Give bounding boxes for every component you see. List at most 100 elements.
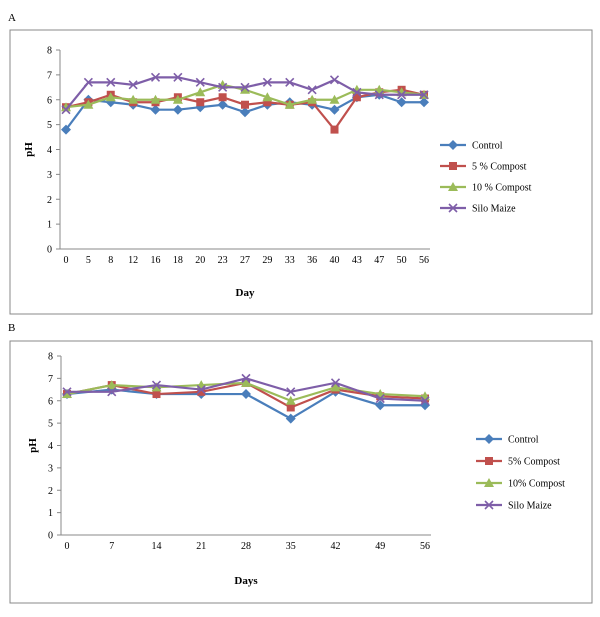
chart-a-data-point [307,85,317,95]
chart-a-x-tick-label: 20 [195,255,205,266]
chart-a-x-tick-label: 47 [374,255,384,266]
chart-b-data-point [107,387,117,397]
chart-a-data-point [106,77,116,87]
chart-a-data-point [262,77,272,87]
chart-a-data-point [217,99,228,110]
chart-a-data-point [61,124,71,135]
chart-a-data-point [173,72,183,82]
chart-b-x-tick-label: 0 [65,541,70,552]
chart-b-legend-marker [485,457,493,465]
chart-b-frame [9,340,593,604]
chart-b-x-axis-title: Days [234,575,258,587]
chart-b-x-tick-label: 28 [241,541,251,552]
chart-b-y-tick-label: 7 [48,374,53,385]
chart-a-data-point [284,99,295,109]
chart-a-legend-entry: 10 % Compost [472,183,532,194]
chart-a-data-point [195,77,205,87]
chart-a-data-point [105,92,116,102]
chart-b-x-tick-label: 14 [152,541,162,552]
chart-a-x-tick-label: 33 [285,255,295,266]
chart-a-x-tick-label: 40 [330,255,340,266]
chart-a-x-tick-label: 50 [397,255,407,266]
chart-b-data-point [196,384,206,395]
chart-b-legend-entry: 10% Compost [508,479,565,490]
chart-a-data-point [150,72,161,82]
chart-a-data-point [263,98,272,107]
chart-a-x-tick-label: 16 [151,255,161,266]
chart-a-y-tick-label: 0 [47,245,52,256]
chart-a-data-point [196,98,205,107]
chart-b-y-tick-label: 8 [48,352,53,363]
chart-b-legend-entry: Silo Maize [508,501,552,512]
chart-a-data-point [329,94,340,104]
chart-b-data-point [241,373,251,383]
chart-b-data-point [375,400,386,411]
chart-a-x-tick-label: 27 [240,255,250,266]
chart-b-x-tick-label: 49 [375,541,385,552]
chart-a-legend-marker [448,182,458,191]
chart-a-data-point [307,94,318,104]
chart-a-data-point [195,87,206,97]
chart-b-x-tick-label: 7 [109,541,114,552]
chart-a-y-tick-label: 8 [47,46,52,57]
chart-a-data-point [240,84,250,94]
panel-a-label: A [8,12,16,24]
chart-b-y-tick-label: 6 [48,396,53,407]
chart-a-y-tick-label: 4 [47,145,52,156]
chart-a-data-point [61,105,71,115]
chart-a-y-tick-label: 7 [47,70,52,81]
chart-a-data-point [397,90,407,100]
chart-b-y-tick-label: 5 [48,419,53,430]
panel-b-label: B [8,322,16,334]
chart-a-y-tick-label: 5 [47,120,52,131]
chart-b-data-point [330,382,341,392]
chart-a-data-point [83,99,94,109]
chart-a-x-tick-label: 43 [352,255,362,266]
chart-a-y-tick-label: 6 [47,95,52,106]
chart-a-data-point [128,80,138,90]
chart-a-data-point [172,104,183,115]
chart-b-y-tick-label: 2 [48,486,53,497]
chart-a-data-point [218,93,227,102]
chart-a-legend-marker [449,162,457,170]
chart-b-data-point [375,393,385,404]
chart-a-y-tick-label: 2 [47,195,52,206]
chart-b-data-point [330,378,341,388]
chart-b-legend-marker [484,500,494,510]
chart-a-y-axis-title: pH [23,142,35,157]
chart-b-data-point [286,387,296,397]
chart-a-data-point [262,92,273,102]
chart-a-y-tick-label: 1 [47,220,52,231]
chart-a-x-tick-label: 29 [262,255,272,266]
chart-b-legend-marker [484,434,494,444]
chart-a-data-point [240,107,250,118]
chart-a-data-point [352,87,362,97]
chart-b-y-tick-label: 4 [48,441,53,452]
chart-a-data-point [240,82,250,92]
chart-a-data-point [419,97,429,108]
chart-a-data-point [61,102,71,112]
chart-a-data-point [329,104,340,115]
chart-b-data-point [62,387,72,397]
chart-b-data-point [197,387,206,396]
chart-a-data-point [352,93,361,102]
chart-b-data-point [106,380,117,390]
chart-a-legend-entry: 5 % Compost [472,162,527,173]
chart-a-data-point [150,94,161,104]
chart-a-legend-entry: Control [472,141,503,152]
chart-b-data-point [285,395,296,405]
chart-a-data-point [330,125,339,134]
chart-b-legend-entry: Control [508,435,539,446]
chart-a-y-tick-label: 3 [47,170,52,181]
chart-a-data-point [241,100,249,109]
chart-b-x-tick-label: 21 [196,541,206,552]
chart-a-x-tick-label: 12 [128,255,138,266]
chart-a-data-point [150,104,161,115]
chart-a-legend-marker [448,203,458,213]
chart-a-data-point [218,82,228,92]
chart-a-data-point [329,75,340,85]
chart-a-x-axis-title: Day [236,287,255,299]
chart-b-data-point [151,382,162,392]
chart-a-x-tick-label: 56 [419,255,429,266]
